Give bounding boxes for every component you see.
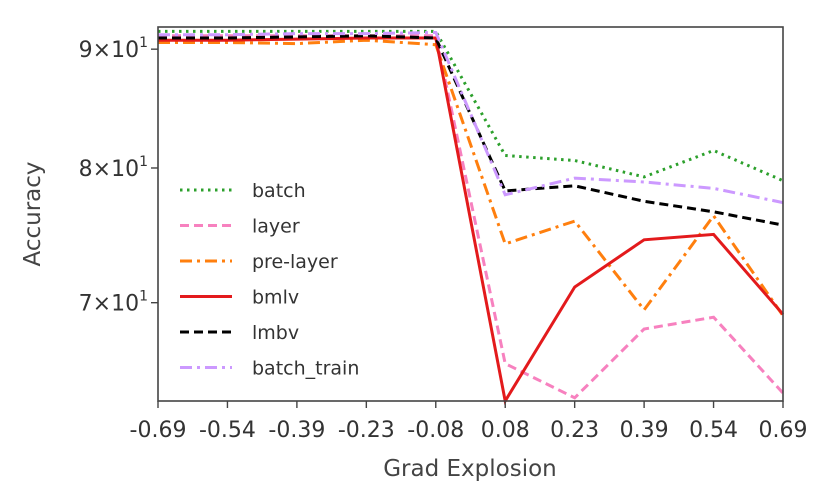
series-line-bmlv <box>158 36 785 406</box>
y-tick-label: 8×101 <box>79 154 148 182</box>
plot-area <box>158 29 785 406</box>
series-line-batch-train <box>158 30 784 205</box>
y-tick-label: 9×101 <box>79 35 148 63</box>
plot-frame <box>157 26 784 402</box>
series-line-pre-layer <box>158 38 785 317</box>
legend-label-bmlv: bmlv <box>252 287 299 309</box>
legend-label-layer: layer <box>252 216 300 238</box>
legend: batch layer pre-layer bmlv lmbv batch_train <box>180 180 359 380</box>
x-axis-title: Grad Explosion <box>383 456 557 482</box>
x-tick-label: -0.23 <box>338 418 395 443</box>
y-axis: 9×101 8×101 7×101 <box>79 35 158 317</box>
series-line-lmbv <box>158 34 784 227</box>
series-line-batch <box>158 29 784 183</box>
x-tick-label: -0.69 <box>130 418 187 443</box>
x-tick-label: -0.39 <box>268 418 325 443</box>
y-tick-label: 7×101 <box>79 289 148 317</box>
x-tick-label: -0.08 <box>407 418 464 443</box>
x-tick-label: -0.54 <box>199 418 256 443</box>
x-tick-label: 0.23 <box>550 418 599 443</box>
x-tick-label: 0.39 <box>620 418 669 443</box>
x-tick-label: 0.08 <box>481 418 530 443</box>
legend-label-batch: batch <box>252 180 306 202</box>
x-tick-label: 0.69 <box>759 418 808 443</box>
legend-label-batch-train: batch_train <box>252 358 359 380</box>
x-tick-label: 0.54 <box>689 418 738 443</box>
legend-label-lmbv: lmbv <box>252 322 299 344</box>
legend-label-pre-layer: pre-layer <box>252 251 338 273</box>
series-line-layer <box>158 34 785 400</box>
x-axis: -0.69 -0.54 -0.39 -0.23 -0.08 0.08 0.23 0.39 0.5… <box>130 401 808 443</box>
y-axis-title: Accuracy <box>20 161 46 266</box>
